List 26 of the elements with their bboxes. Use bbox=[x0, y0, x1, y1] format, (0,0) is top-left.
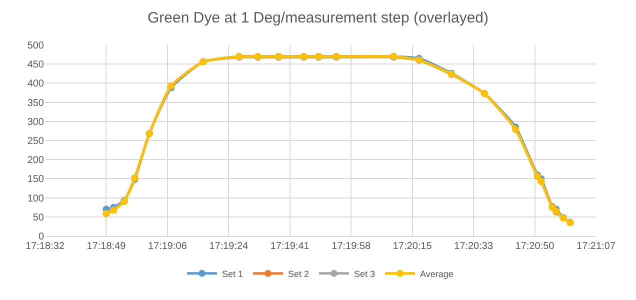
x-tick-label: 17:21:07 bbox=[576, 241, 616, 252]
y-tick-label: 500 bbox=[27, 40, 44, 52]
y-tick-label: 100 bbox=[27, 193, 44, 204]
y-tick-label: 200 bbox=[27, 155, 44, 166]
y-tick-label: 50 bbox=[32, 212, 44, 224]
x-tick-label: 17:19:58 bbox=[332, 241, 372, 252]
x-tick-label: 17:20:50 bbox=[515, 241, 555, 252]
x-tick-label: 17:18:49 bbox=[86, 241, 126, 252]
x-tick-label: 17:20:33 bbox=[454, 241, 494, 252]
y-tick-label: 400 bbox=[27, 78, 44, 90]
y-tick-label: 350 bbox=[27, 98, 44, 109]
chart-title: Green Dye at 1 Deg/measurement step (overlayed) bbox=[148, 10, 488, 26]
y-tick-label: 300 bbox=[27, 116, 44, 128]
x-tick-label: 17:19:06 bbox=[148, 241, 188, 252]
legend-label: Set 2 bbox=[288, 268, 310, 279]
x-tick-label: 17:19:41 bbox=[270, 241, 310, 252]
legend-label: Average bbox=[420, 268, 454, 279]
x-tick-label: 17:18:32 bbox=[26, 241, 65, 252]
y-tick-label: 0 bbox=[38, 232, 44, 242]
y-tick-label: 450 bbox=[27, 60, 44, 71]
legend-label: Set 1 bbox=[222, 268, 244, 279]
x-tick-label: 17:20:15 bbox=[392, 241, 432, 252]
legend-label: Set 3 bbox=[354, 268, 376, 279]
y-tick-label: 250 bbox=[27, 136, 44, 147]
x-tick-label: 17:19:24 bbox=[209, 241, 249, 252]
y-tick-label: 150 bbox=[27, 174, 44, 186]
